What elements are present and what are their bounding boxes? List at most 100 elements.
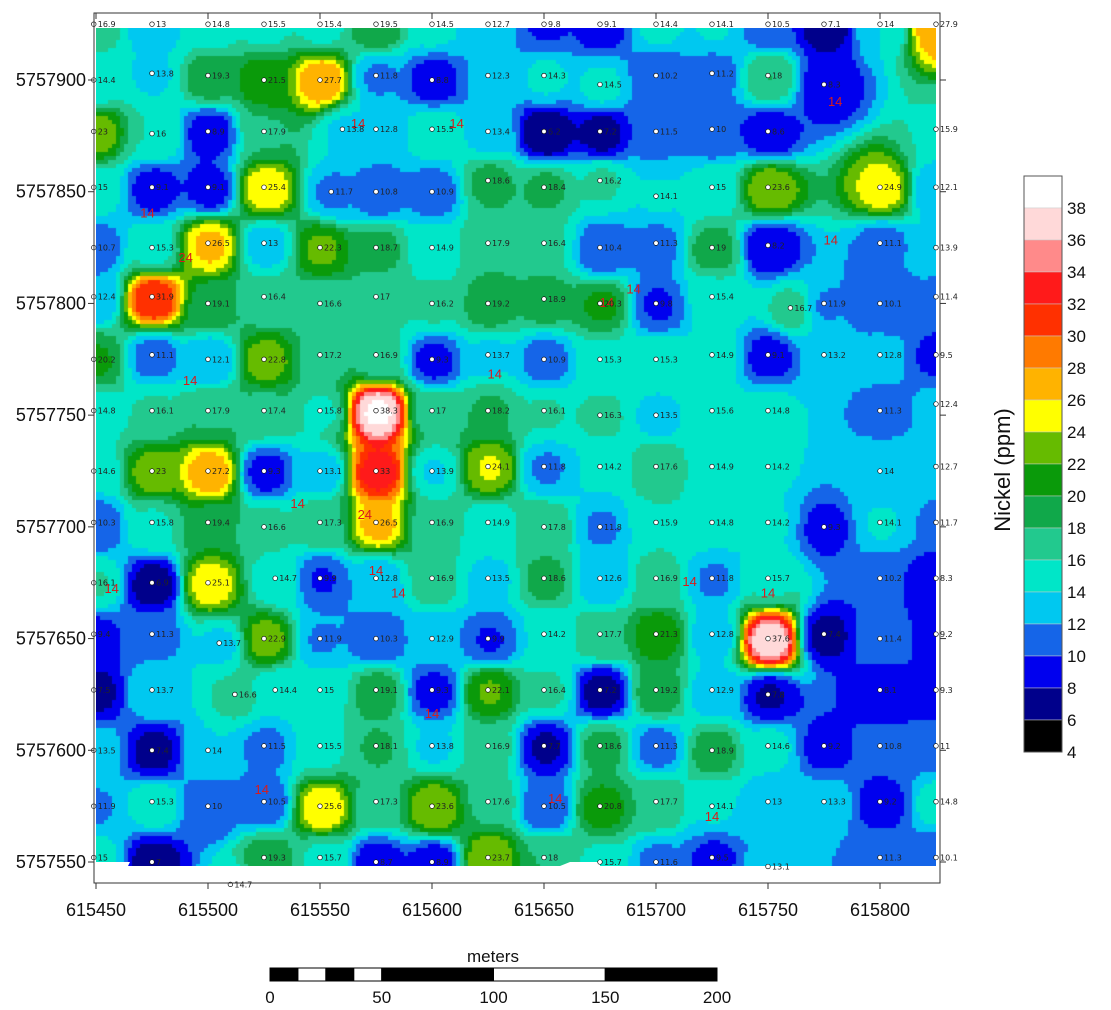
sample-point: [597, 743, 603, 749]
sample-value-label: 17: [436, 407, 446, 416]
sample-value-label: 22.9: [268, 635, 286, 644]
scale-tick-label: 200: [703, 988, 731, 1007]
sample-point: [597, 803, 603, 809]
y-tick-label: 5757700: [16, 517, 86, 537]
sample-point: [709, 352, 715, 358]
sample-point: [765, 799, 771, 805]
sample-value-label: 15.3: [604, 355, 622, 364]
sample-value-label: 8.9: [212, 127, 225, 136]
sample-value-label: 21.5: [268, 76, 286, 85]
nickel-concentration-raster: [96, 28, 936, 866]
sample-point: [485, 177, 491, 184]
sample-point: [149, 352, 155, 358]
sample-value-label: 16.1: [548, 407, 566, 416]
sample-point: [485, 128, 491, 135]
sample-point: [373, 352, 379, 358]
sample-point: [765, 184, 771, 190]
sample-point: [933, 184, 939, 190]
scale-segment: [604, 967, 718, 982]
sample-point: [877, 635, 883, 642]
sample-value-label: 18: [548, 854, 558, 863]
sample-value-label: 17.4: [268, 407, 286, 416]
sample-point: [597, 412, 603, 418]
sample-point: [429, 519, 435, 526]
sample-value-label: 11.3: [660, 742, 678, 751]
sample-value-label: 19.1: [380, 686, 398, 695]
sample-value-label: 17.7: [604, 630, 622, 639]
sample-value-label: 24.9: [884, 183, 902, 192]
legend-swatch: [1023, 303, 1063, 337]
sample-value-label: 14.5: [436, 20, 454, 29]
sample-point: [373, 189, 379, 195]
sample-point: [709, 244, 715, 251]
sample-value-label: 22.1: [492, 686, 510, 695]
contour-label: 14: [140, 205, 154, 220]
sample-value-label: 12.3: [492, 72, 510, 81]
sample-point: [877, 575, 883, 581]
sample-point: [429, 300, 435, 307]
legend-swatch: [1023, 655, 1063, 689]
sample-point: [765, 463, 771, 470]
sample-value-label: 16.9: [98, 20, 116, 29]
sample-point: [933, 21, 939, 27]
sample-value-label: 19.1: [212, 299, 230, 308]
sample-value-label: 10.4: [604, 244, 622, 253]
sample-value-label: 16.4: [268, 293, 286, 302]
sample-value-label: 8.1: [884, 686, 897, 695]
sample-point: [261, 743, 267, 749]
sample-point: [933, 519, 939, 526]
sample-value-label: 11.4: [884, 635, 902, 644]
sample-value-label: 23: [156, 467, 166, 476]
sample-value-label: 31.9: [156, 293, 174, 302]
sample-point: [765, 519, 771, 526]
sample-value-label: 8.8: [436, 76, 449, 85]
sample-value-label: 18: [772, 72, 782, 81]
sample-value-label: 38.3: [380, 407, 398, 416]
sample-point: [653, 631, 659, 637]
sample-value-label: 16.1: [156, 407, 174, 416]
sample-value-label: 16.9: [660, 574, 678, 583]
sample-value-label: 16.7: [794, 304, 812, 313]
sample-value-label: 7.7: [548, 742, 561, 751]
sample-value-label: 10.3: [98, 518, 116, 527]
contour-label: 14: [183, 373, 197, 388]
sample-point: [261, 635, 267, 642]
sample-point: [429, 635, 435, 642]
sample-value-label: 15.7: [324, 854, 342, 863]
sample-value-label: 16.6: [239, 690, 257, 699]
sample-value-label: 12.8: [380, 125, 398, 134]
sample-point: [373, 244, 379, 251]
sample-value-label: 12.8: [716, 630, 734, 639]
sample-point: [261, 21, 267, 27]
sample-value-label: 13: [268, 239, 278, 248]
sample-point: [653, 799, 659, 805]
sample-point: [373, 126, 379, 132]
sample-value-label: 9.1: [212, 183, 225, 192]
sample-value-label: 15.3: [156, 798, 174, 807]
scale-segment: [353, 967, 383, 982]
sample-point: [877, 519, 883, 526]
y-tick-label: 5757800: [16, 293, 86, 313]
sample-point: [261, 240, 267, 246]
sample-point: [261, 854, 267, 861]
legend-label: 38: [1067, 199, 1086, 218]
sample-point: [261, 184, 267, 190]
sample-value-label: 9.3: [436, 355, 449, 364]
x-tick-label: 615450: [66, 900, 126, 920]
sample-point: [877, 240, 883, 246]
contour-label: 14: [255, 782, 269, 797]
sample-value-label: 19.3: [268, 854, 286, 863]
sample-value-label: 12.7: [492, 20, 510, 29]
legend-label: 20: [1067, 487, 1086, 506]
sample-value-label: 13: [156, 20, 166, 29]
contour-label: 14: [828, 94, 842, 109]
sample-point: [653, 356, 659, 362]
sample-point: [709, 747, 715, 753]
sample-point: [261, 799, 267, 805]
sample-value-label: 15: [98, 854, 108, 863]
sample-point: [597, 81, 603, 88]
contour-label: 14: [425, 706, 439, 721]
sample-point: [261, 408, 267, 414]
sample-point: [149, 184, 155, 190]
sample-point: [149, 294, 155, 300]
